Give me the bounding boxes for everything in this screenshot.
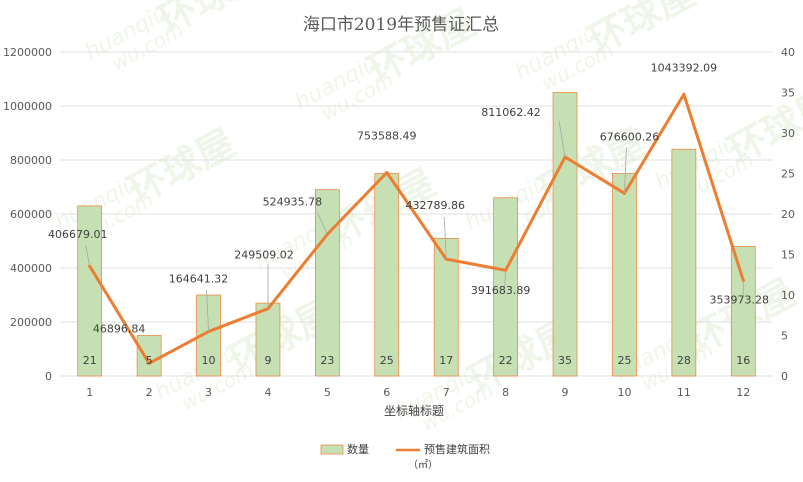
left-axis-tick-label: 200000 [10,316,52,329]
right-axis-tick-label: 10 [781,289,795,302]
data-label-leader [624,147,627,194]
left-axis-tick-label: 800000 [10,154,52,167]
leader-lines [85,120,744,332]
svg-text:环球屋: 环球屋 [121,120,242,212]
line-data-label: 406679.01 [48,228,108,241]
x-axis-tick-label: 1 [86,386,93,399]
bar-data-label: 9 [264,354,271,367]
legend-label-line: 预售建筑面积 [424,442,490,456]
data-label-leader [443,217,447,260]
legend-swatch-bar [320,444,344,455]
legend-label-line-unit: （㎡） [408,459,438,471]
x-axis-tick-label: 9 [562,386,569,399]
x-axis-tick-label: 11 [677,386,691,399]
bar-data-label: 10 [202,354,216,367]
left-axis-tick-label: 400000 [10,262,52,275]
bar-data-label: 23 [320,354,334,367]
line-data-label: 811062.42 [481,106,541,119]
right-axis-tick-label: 5 [781,330,788,343]
bar-data-label: 35 [558,354,572,367]
line-data-label: 164641.32 [169,273,229,286]
legend: 数量 预售建筑面积 （㎡） [320,442,490,471]
line-data-label: 524935.78 [263,195,323,208]
left-axis-tick-label: 0 [45,370,52,383]
bar-data-label: 25 [617,354,631,367]
bar-data-label: 28 [677,354,691,367]
bar [77,205,103,377]
right-axis-tick-label: 40 [781,46,795,59]
bar-data-label: 17 [439,354,453,367]
x-axis-tick-label: 12 [736,386,750,399]
axes: 0 200000 400000 600000 800000 1000000 1200000 0… [3,46,795,399]
x-axis-tick-label: 8 [502,386,509,399]
x-axis-tick-label: 5 [324,386,331,399]
line-point [682,92,686,96]
x-axis-tick-label: 10 [617,386,631,399]
legend-label-bar: 数量 [347,443,369,456]
left-axis-tick-label: 1000000 [3,100,52,113]
data-label-leader [85,245,91,267]
line-data-label: 432789.86 [405,199,465,212]
line-data-label: 249509.02 [234,249,294,262]
bar-data-label: 22 [499,354,513,367]
x-axis-tick-label: 6 [383,386,390,399]
bar [552,92,578,377]
data-label-leader [504,270,507,287]
bar [136,335,162,377]
bar-data-label: 5 [146,354,153,367]
series-line [88,92,745,365]
line-data-label: 391683.89 [471,284,531,297]
bar [315,189,340,377]
x-axis-tick-label: 2 [146,386,153,399]
bar [730,246,756,377]
bar [374,173,400,377]
chart-title: 海口市2019年预售证汇总 [303,15,499,35]
svg-text:环球屋: 环球屋 [581,0,702,63]
bar [493,197,518,377]
x-axis-tick-label: 3 [205,386,212,399]
bar-data-label: 21 [83,354,97,367]
left-axis-tick-label: 600000 [10,208,52,221]
bar-data-label: 25 [380,354,394,367]
line-data-label: 1043392.09 [651,61,717,74]
line-point [147,361,151,365]
bar [671,148,697,377]
line-data-label: 46896.84 [93,322,146,335]
right-axis-tick-label: 35 [781,87,795,100]
bar [612,173,637,377]
right-axis-tick-label: 20 [781,208,795,221]
right-axis-tick-label: 0 [781,370,788,383]
x-axis-tick-label: 4 [264,386,271,399]
line-data-label: 676600.26 [600,130,660,143]
right-axis-tick-label: 25 [781,168,795,181]
data-labels: 21 5 10 9 23 25 17 22 35 25 28 16 406679.01 46896.84 1… [48,61,769,367]
bar-data-label: 16 [736,354,750,367]
right-axis-tick-label: 30 [781,127,795,140]
data-label-leader [317,212,328,235]
line-data-label: 353973.28 [710,293,770,306]
line-point [385,171,389,175]
svg-text:环球屋: 环球屋 [151,0,272,43]
right-axis-tick-label: 15 [781,249,795,262]
bar-series [77,92,756,377]
line-series [88,92,745,365]
left-axis-tick-label: 1200000 [3,46,52,59]
x-axis-title: 坐标轴标题 [384,403,444,418]
data-label-leader [206,289,209,332]
x-axis-tick-label: 7 [443,386,450,399]
bar [255,302,281,377]
line-data-label: 753588.49 [357,130,417,143]
data-label-leader [558,120,566,158]
